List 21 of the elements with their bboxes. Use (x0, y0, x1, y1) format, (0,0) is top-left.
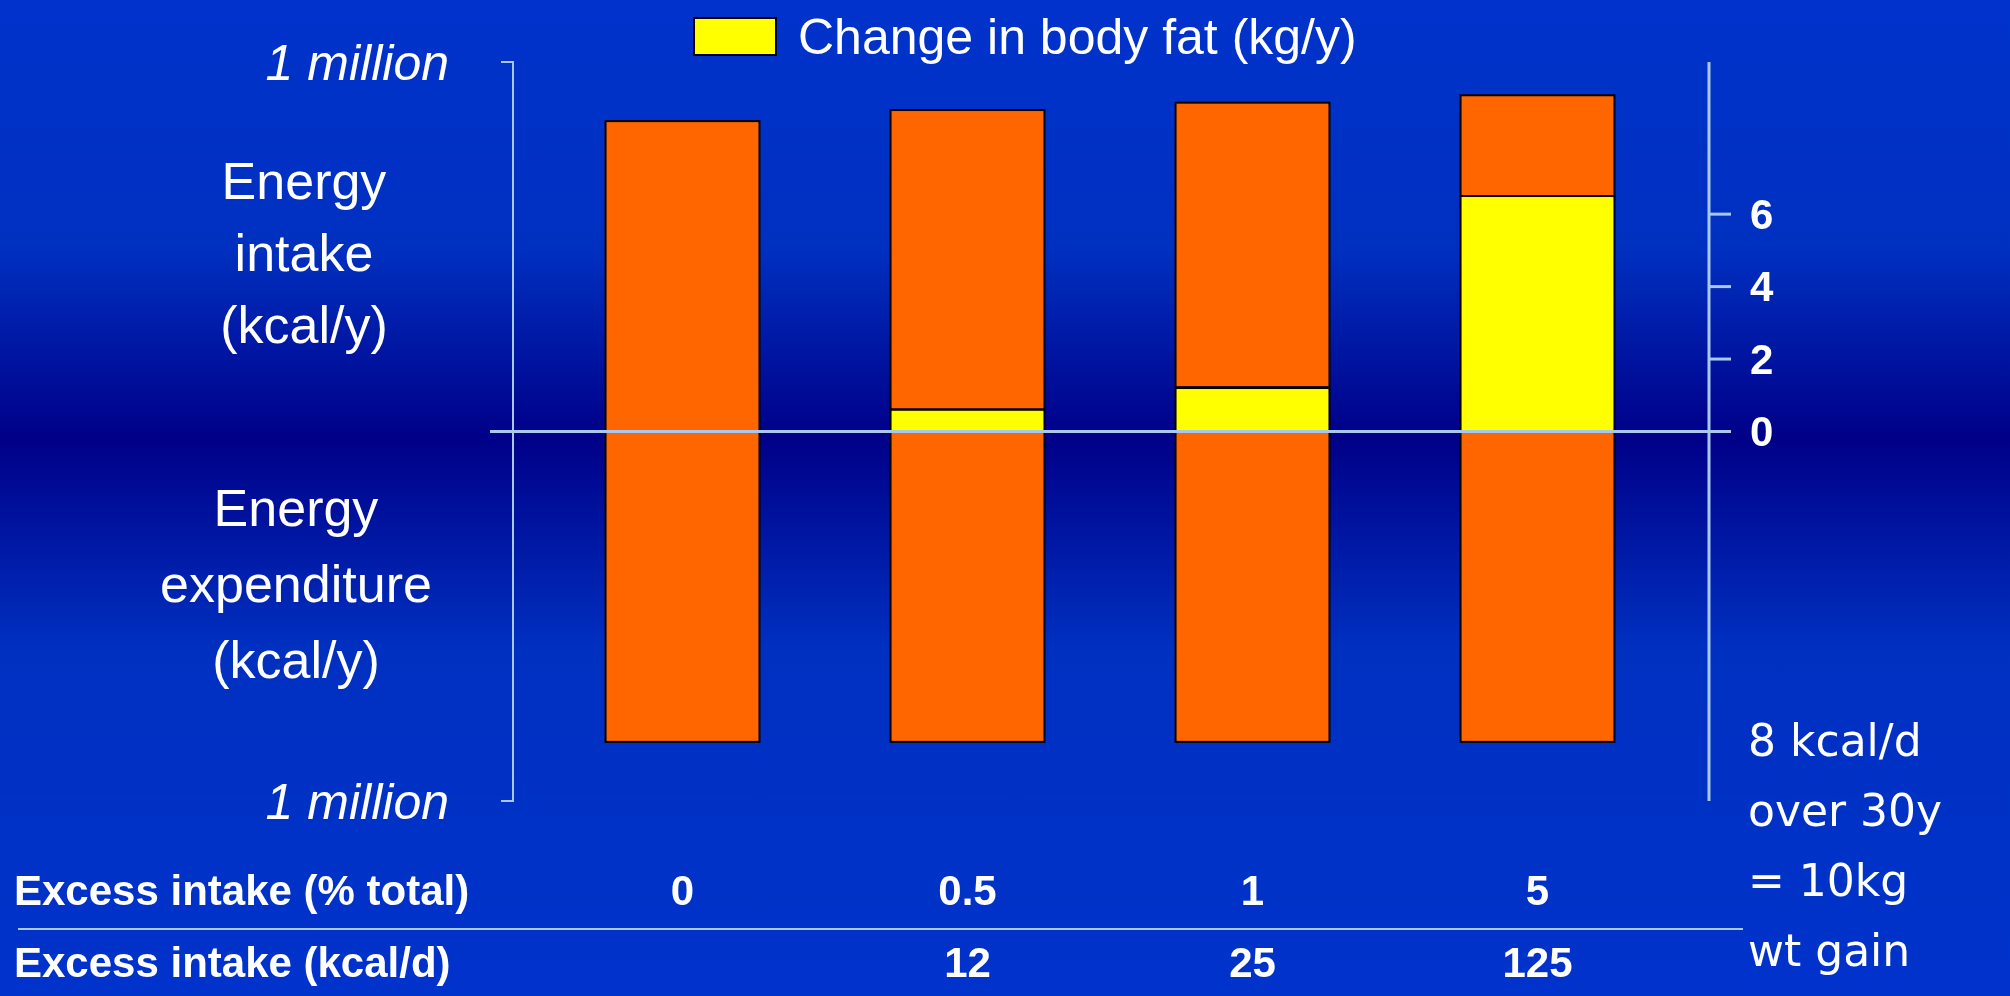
y2-tick-label: 6 (1750, 190, 1774, 238)
text: Energy expenditure (kcal/y) (160, 479, 432, 689)
y-tick-label: 1 million (265, 773, 449, 830)
y-axis-title: Energy intake (kcal/y) (220, 152, 388, 354)
x-tick-label: 1 (1240, 866, 1265, 914)
bar (604, 120, 761, 433)
text: 25 (1229, 938, 1276, 986)
x-tick-label: 0 (670, 866, 695, 914)
text: Excess intake (kcal/d) (14, 938, 451, 986)
x-tick-label: 5 (1525, 866, 1550, 914)
x-axis-title: Excess intake (% total) (14, 866, 470, 914)
x-tick-label: 0.5 (938, 866, 997, 914)
legend-label: Change in body fat (kg/y) (798, 8, 1357, 65)
text: 8 kcal/d over 30y = 10kg wt gain (1748, 715, 1943, 976)
y2-tick-label: 2 (1750, 335, 1774, 383)
y2-tick-label: 0 (1750, 408, 1774, 456)
text: 12 (944, 938, 991, 986)
text: 125 (1502, 938, 1573, 986)
y-tick-label: 1 million (265, 34, 449, 91)
y2-tick-label: 4 (1750, 263, 1774, 311)
bar (604, 430, 761, 743)
